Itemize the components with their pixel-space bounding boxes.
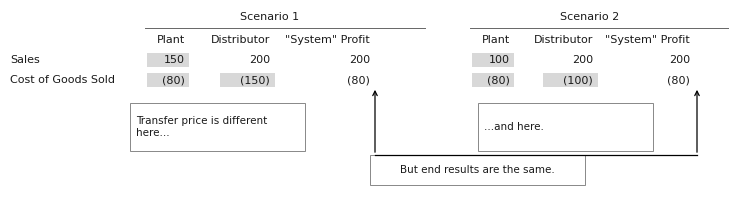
Text: Scenario 1: Scenario 1 [241,12,300,22]
Text: (80): (80) [347,75,370,85]
Text: (80): (80) [667,75,690,85]
Text: (100): (100) [564,75,593,85]
Bar [147,53,189,67]
Bar [130,103,305,151]
Bar [472,53,514,67]
Bar [220,73,275,87]
Text: "System" Profit: "System" Profit [605,35,690,45]
Text: Transfer price is different
here...: Transfer price is different here... [136,116,268,138]
Bar [478,103,653,151]
Bar [543,73,598,87]
Text: (80): (80) [487,75,510,85]
Text: 200: 200 [349,55,370,65]
Text: 200: 200 [669,55,690,65]
Text: Scenario 2: Scenario 2 [561,12,620,22]
Bar [370,155,585,185]
Text: ...and here.: ...and here. [484,122,544,132]
Text: Cost of Goods Sold: Cost of Goods Sold [10,75,115,85]
Text: Plant: Plant [482,35,510,45]
Text: "System" Profit: "System" Profit [285,35,370,45]
Bar [472,73,514,87]
Bar [147,73,189,87]
Text: 100: 100 [489,55,510,65]
Text: But end results are the same.: But end results are the same. [400,165,555,175]
Text: (80): (80) [162,75,185,85]
Text: Sales: Sales [10,55,40,65]
Text: 200: 200 [249,55,270,65]
Text: Distributor: Distributor [211,35,270,45]
Text: Distributor: Distributor [534,35,593,45]
Text: 150: 150 [164,55,185,65]
Text: (150): (150) [241,75,270,85]
Text: 200: 200 [572,55,593,65]
Text: Plant: Plant [157,35,185,45]
